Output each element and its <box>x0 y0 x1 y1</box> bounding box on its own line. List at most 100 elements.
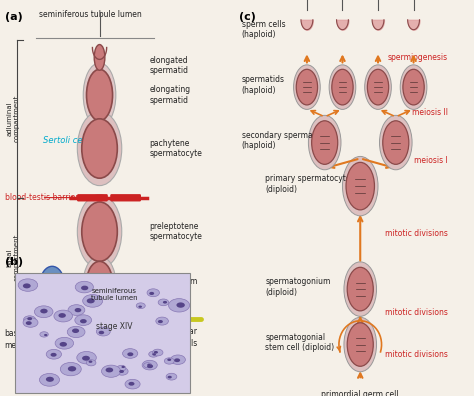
Circle shape <box>75 315 91 326</box>
Text: adluminal
compartment: adluminal compartment <box>7 95 19 143</box>
Text: (b): (b) <box>5 257 23 267</box>
Circle shape <box>46 377 54 382</box>
Circle shape <box>86 360 96 366</box>
Circle shape <box>26 321 32 325</box>
FancyBboxPatch shape <box>15 273 190 394</box>
Circle shape <box>96 327 110 336</box>
Ellipse shape <box>82 202 117 261</box>
Circle shape <box>156 317 168 325</box>
Text: pachytene
spermatocyte: pachytene spermatocyte <box>149 139 202 158</box>
Circle shape <box>347 267 374 311</box>
FancyBboxPatch shape <box>111 195 140 201</box>
Circle shape <box>125 379 140 389</box>
Circle shape <box>68 305 85 315</box>
Circle shape <box>158 320 163 323</box>
Circle shape <box>380 115 412 170</box>
Circle shape <box>309 115 341 170</box>
Circle shape <box>23 284 31 288</box>
Text: mitotic divisions: mitotic divisions <box>385 229 448 238</box>
Circle shape <box>80 319 87 324</box>
Circle shape <box>403 69 424 105</box>
Circle shape <box>147 289 159 297</box>
Circle shape <box>400 65 427 109</box>
Circle shape <box>136 303 145 308</box>
Circle shape <box>18 279 38 291</box>
Text: secondary spermatocyte
(haploid): secondary spermatocyte (haploid) <box>242 131 337 150</box>
Text: Sertoli cell: Sertoli cell <box>107 296 151 305</box>
Ellipse shape <box>83 63 116 127</box>
Text: blood-testis barrier: blood-testis barrier <box>5 193 78 202</box>
Circle shape <box>138 306 142 308</box>
Text: spermatogonial
stem cell (diploid): spermatogonial stem cell (diploid) <box>265 333 335 352</box>
Circle shape <box>58 313 66 318</box>
Circle shape <box>82 356 90 361</box>
Ellipse shape <box>84 335 96 354</box>
Text: meiosis I: meiosis I <box>414 156 448 165</box>
Circle shape <box>167 376 172 379</box>
Text: Sertoli cell: Sertoli cell <box>43 135 87 145</box>
Circle shape <box>106 367 113 372</box>
Circle shape <box>154 351 158 354</box>
Circle shape <box>332 69 353 105</box>
Circle shape <box>54 310 73 322</box>
Circle shape <box>367 69 389 105</box>
Text: myoid cells: myoid cells <box>154 339 197 348</box>
Circle shape <box>60 342 67 346</box>
Circle shape <box>68 366 76 371</box>
Circle shape <box>27 317 32 320</box>
Text: (c): (c) <box>239 12 256 22</box>
Text: basement: basement <box>5 329 43 338</box>
Circle shape <box>39 373 60 386</box>
Ellipse shape <box>77 194 122 269</box>
Circle shape <box>23 318 38 327</box>
Circle shape <box>347 323 374 366</box>
Circle shape <box>116 367 128 375</box>
Circle shape <box>344 262 376 316</box>
Circle shape <box>167 358 171 361</box>
Circle shape <box>149 351 158 357</box>
Ellipse shape <box>58 335 70 354</box>
Circle shape <box>81 286 88 290</box>
Circle shape <box>293 65 320 109</box>
Text: mitotic divisions: mitotic divisions <box>385 308 448 317</box>
Circle shape <box>158 299 169 306</box>
Circle shape <box>67 326 85 338</box>
Text: mitotic divisions: mitotic divisions <box>385 350 448 359</box>
Circle shape <box>329 65 356 109</box>
Circle shape <box>123 348 138 358</box>
Circle shape <box>128 382 135 386</box>
Circle shape <box>101 365 121 377</box>
Text: preleptotene
spermatocyte: preleptotene spermatocyte <box>149 222 202 241</box>
Circle shape <box>119 370 124 373</box>
Circle shape <box>164 358 174 364</box>
Circle shape <box>46 349 62 359</box>
Circle shape <box>383 121 409 164</box>
Text: peritubular: peritubular <box>154 327 197 336</box>
Circle shape <box>51 353 56 357</box>
Circle shape <box>74 308 82 312</box>
Text: seminiferous tubule lumen: seminiferous tubule lumen <box>39 10 141 19</box>
Circle shape <box>40 309 48 313</box>
Circle shape <box>149 292 154 295</box>
Ellipse shape <box>77 111 122 186</box>
Text: spermiogenesis: spermiogenesis <box>388 53 448 62</box>
Text: seminiferous
tubule lumen: seminiferous tubule lumen <box>91 288 137 301</box>
Circle shape <box>152 353 156 356</box>
Text: (a): (a) <box>5 12 22 22</box>
Text: elongated
spermatid: elongated spermatid <box>149 56 188 75</box>
Text: meiosis II: meiosis II <box>412 109 448 117</box>
Circle shape <box>346 162 374 210</box>
Circle shape <box>147 364 151 366</box>
Circle shape <box>171 355 185 364</box>
Circle shape <box>296 69 318 105</box>
Text: basal
compartment: basal compartment <box>7 234 19 281</box>
Text: primordial germ cell: primordial germ cell <box>321 390 399 396</box>
Circle shape <box>77 352 96 364</box>
Ellipse shape <box>40 266 64 300</box>
Circle shape <box>72 329 79 333</box>
Circle shape <box>24 316 36 324</box>
Circle shape <box>82 295 103 307</box>
Circle shape <box>169 299 190 312</box>
Circle shape <box>147 364 153 368</box>
Ellipse shape <box>82 119 117 178</box>
